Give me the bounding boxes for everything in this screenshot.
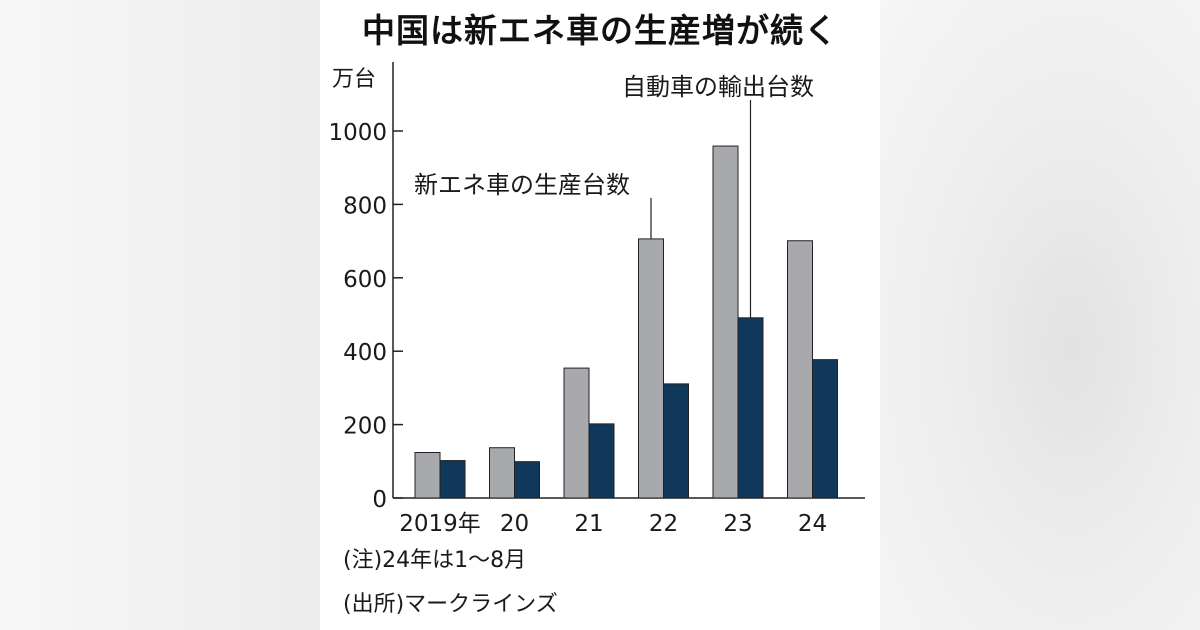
x-axis-labels: 2019年 20 21 22 23 24 [399, 511, 827, 537]
y-tick-label: 200 [343, 414, 387, 440]
y-axis: 0 200 400 600 800 1000 [328, 62, 865, 513]
series-label: 新エネ車の生産台数 [414, 171, 630, 199]
bar [563, 367, 590, 499]
series-label: 自動車の輸出台数 [622, 73, 814, 101]
bar [737, 317, 764, 499]
bar [414, 451, 441, 499]
bar [787, 240, 813, 499]
x-tick-label: 22 [649, 511, 678, 537]
footnote: (注)24年は1〜8月 [343, 548, 527, 573]
source-note: (出所)マークラインズ [343, 592, 558, 617]
bar [489, 447, 515, 499]
x-tick-label: 24 [798, 511, 827, 537]
x-tick-label: 23 [723, 511, 752, 537]
bar [712, 145, 739, 499]
x-tick-label: 2019年 [399, 511, 481, 537]
y-tick-label: 0 [372, 487, 387, 513]
background-left [0, 0, 320, 630]
bar [439, 460, 466, 499]
background-right [880, 0, 1200, 630]
y-axis-unit-label: 万台 [332, 67, 376, 92]
y-tick-label: 1000 [328, 120, 387, 146]
chart-panel: 中国は新エネ車の生産増が続く 万台 0 200 400 600 800 1000 2019… [320, 0, 880, 630]
x-tick-label: 20 [500, 511, 529, 537]
series-callouts: 新エネ車の生産台数 自動車の輸出台数 [414, 73, 814, 318]
bar [812, 359, 838, 499]
y-tick-label: 800 [343, 193, 387, 219]
bar [638, 238, 664, 499]
y-tick-label: 400 [343, 340, 387, 366]
bar [588, 423, 615, 499]
chart-title: 中国は新エネ車の生産増が続く [362, 11, 838, 50]
bar [663, 383, 689, 499]
bar [514, 461, 540, 499]
y-tick-label: 600 [343, 267, 387, 293]
bars [414, 145, 838, 499]
bar-chart: 万台 0 200 400 600 800 1000 2019年 20 21 22 23 24 新エネ… [328, 62, 865, 537]
x-tick-label: 21 [574, 511, 603, 537]
